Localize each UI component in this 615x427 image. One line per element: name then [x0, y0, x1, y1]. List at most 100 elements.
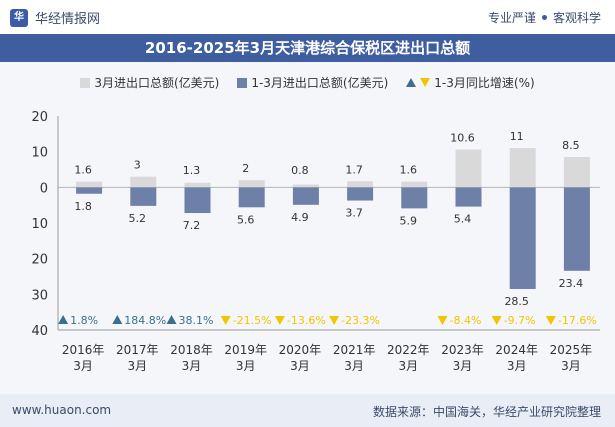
data-label-march: 8.5: [562, 139, 580, 152]
bar-cumulative: [455, 187, 482, 207]
x-tick-label: 3月: [290, 359, 310, 373]
legend-label-march: 3月进出口总额(亿美元): [94, 76, 220, 90]
bar-cumulative: [238, 187, 265, 208]
bar-march: [238, 180, 265, 188]
x-tick-label: 2018年: [170, 343, 213, 357]
legend-label-cumulative: 1-3月进出口总额(亿美元): [251, 76, 389, 90]
yoy-label: -21.5%: [233, 314, 272, 327]
footer-source: 数据来源：中国海关，华经产业研究院整理: [372, 405, 601, 419]
top-bar: 华 华经情报网 专业严谨 客观科学: [0, 0, 615, 34]
x-tick-label: 2016年: [62, 343, 105, 357]
bar-march: [292, 184, 319, 188]
y-tick-label: 10: [31, 146, 48, 161]
data-label-cumulative: 4.9: [291, 211, 309, 224]
bar-march: [347, 181, 374, 188]
data-label-cumulative: 5.9: [400, 214, 418, 227]
yoy-label: -13.6%: [287, 314, 326, 327]
x-tick-label: 2019年: [224, 343, 267, 357]
y-tick-label: 20: [31, 253, 48, 268]
yoy-down-marker: [220, 316, 231, 325]
chart-area: 3月进出口总额(亿美元) 1-3月进出口总额(亿美元) 1-3月同比增速(%) …: [0, 62, 615, 394]
x-tick-label: 3月: [73, 359, 93, 373]
logo-icon: 华: [10, 8, 28, 27]
x-tick-label: 3月: [453, 359, 473, 373]
x-tick-label: 2025年: [550, 343, 593, 357]
x-tick-label: 2023年: [441, 343, 484, 357]
slogan-left: 专业严谨: [487, 11, 536, 25]
y-tick-label: 30: [31, 288, 48, 303]
chart-svg: 20 10 0 10 20 30 40 1.6 1.8 1.8% 2016年 3月 3 5.2 184.8%…: [31, 110, 600, 373]
yoy-up-marker: [112, 315, 123, 324]
data-label-march: 10.6: [450, 132, 475, 145]
triangle-down-icon: [420, 78, 431, 87]
brand-name: 华经情报网: [35, 12, 101, 27]
x-tick-label: 2024年: [495, 343, 538, 357]
data-label-march: 1.6: [400, 164, 418, 177]
x-tick-label: 3月: [182, 359, 202, 373]
yoy-label: -8.4%: [450, 314, 482, 327]
yoy-down-marker: [545, 316, 556, 325]
legend-swatch-march: [80, 77, 91, 88]
chart-title: 2016-2025年3月天津港综合保税区进出口总额: [0, 34, 615, 62]
x-tick-label: 3月: [507, 359, 527, 373]
data-label-march: 2: [242, 162, 249, 175]
slogan-right: 客观科学: [552, 11, 601, 25]
triangle-up-icon: [406, 78, 417, 87]
logo: 华 华经情报网: [10, 8, 100, 27]
yoy-label: 184.8%: [124, 314, 166, 327]
legend-item-march: 3月进出口总额(亿美元): [80, 74, 219, 91]
data-label-cumulative: 1.8: [74, 200, 92, 213]
bar-cumulative: [130, 187, 157, 206]
yoy-label: -17.6%: [558, 314, 597, 327]
yoy-up-marker: [58, 315, 69, 324]
bar-march: [563, 157, 590, 188]
data-label-march: 1.7: [345, 163, 363, 176]
data-label-cumulative: 28.5: [504, 295, 529, 308]
bar-cumulative: [76, 187, 103, 194]
x-tick-label: 2020年: [279, 343, 322, 357]
bar-march: [455, 149, 482, 188]
x-tick-label: 3月: [236, 359, 256, 373]
legend-item-yoy: 1-3月同比增速(%): [406, 74, 535, 91]
data-label-cumulative: 5.2: [129, 212, 147, 225]
bar-cumulative: [509, 187, 536, 289]
yoy-label: -9.7%: [504, 314, 536, 327]
bar-cumulative: [563, 187, 590, 271]
data-label-cumulative: 3.7: [345, 207, 363, 220]
data-label-march: 1.6: [74, 164, 92, 177]
dot-icon: [541, 15, 547, 20]
data-label-cumulative: 5.6: [237, 213, 255, 226]
data-label-march: 11: [510, 130, 524, 143]
yoy-down-marker: [491, 316, 502, 325]
bar-cumulative: [184, 187, 211, 214]
x-tick-label: 3月: [398, 359, 418, 373]
footer: www.huaon.com 数据来源：中国海关，华经产业研究院整理: [0, 394, 615, 427]
bar-cumulative: [292, 187, 319, 205]
y-tick-label: 20: [31, 110, 48, 125]
y-tick-label: 0: [40, 181, 48, 196]
legend-swatch-cumulative: [237, 77, 248, 88]
data-label-cumulative: 5.4: [454, 213, 472, 226]
yoy-label: 38.1%: [179, 314, 214, 327]
data-label-march: 1.3: [183, 164, 201, 177]
yoy-down-marker: [274, 316, 285, 325]
data-label-cumulative: 7.2: [183, 219, 201, 232]
x-tick-label: 3月: [344, 359, 364, 373]
x-tick-label: 3月: [561, 359, 581, 373]
bar-march: [184, 182, 211, 188]
data-label-march: 3: [134, 159, 141, 172]
legend: 3月进出口总额(亿美元) 1-3月进出口总额(亿美元) 1-3月同比增速(%): [0, 74, 615, 91]
yoy-label: 1.8%: [70, 314, 98, 327]
yoy-label: -23.3%: [341, 314, 380, 327]
bar-march: [509, 148, 536, 188]
yoy-down-marker: [437, 316, 448, 325]
y-tick-label: 40: [31, 324, 48, 339]
yoy-up-marker: [166, 315, 177, 324]
bar-march: [130, 176, 157, 188]
data-label-cumulative: 23.4: [559, 277, 584, 290]
bar-cumulative: [401, 187, 428, 209]
yoy-down-marker: [329, 316, 340, 325]
data-label-march: 0.8: [291, 164, 309, 177]
bar-march: [401, 181, 428, 188]
